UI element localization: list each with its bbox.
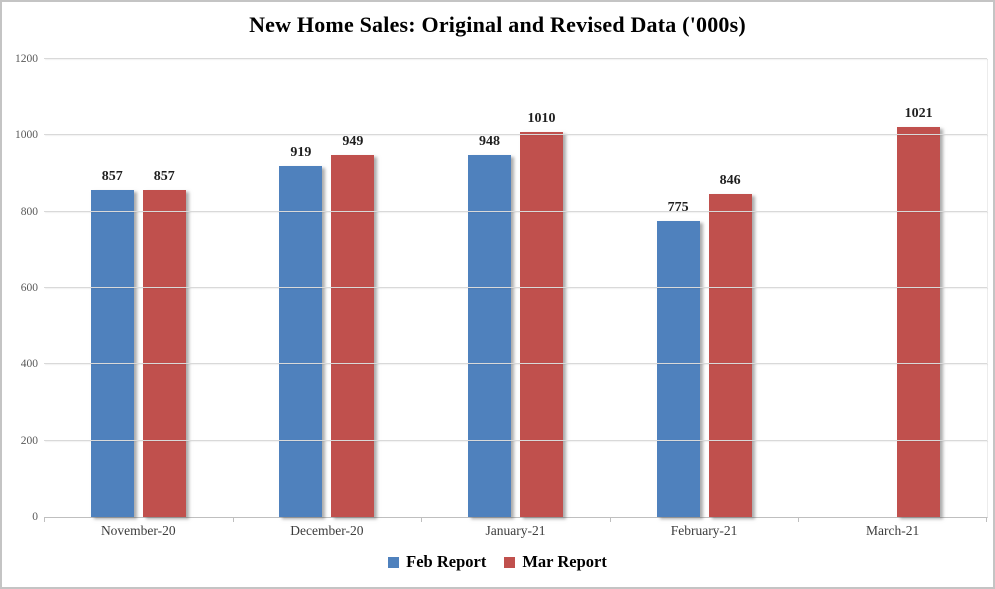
legend-swatch-feb-report: [388, 556, 400, 568]
category-group-february-21: 775 846: [610, 59, 799, 517]
y-axis-tick-label: 400: [20, 358, 38, 371]
bar-mar-report-december-20: 949: [331, 134, 375, 517]
y-axis: 0 200 400 600 800 1000 1200: [2, 53, 38, 523]
x-axis-category-label-february-21: February-21: [670, 523, 738, 538]
legend-item-mar-report: Mar Report: [504, 552, 607, 572]
x-axis-category-label-january-21: January-21: [485, 523, 546, 538]
bar-value-label: 1021: [904, 106, 933, 122]
y-axis-tick-label: 800: [20, 205, 38, 218]
gridline-400: [44, 363, 987, 365]
category-group-january-21: 948 1010: [421, 59, 610, 517]
bar-feb-report-january-21: 948: [467, 134, 511, 517]
gridline-1000: [44, 134, 987, 136]
x-axis-tick: [421, 517, 423, 522]
bar-mar-report-february-21: 846: [708, 173, 752, 517]
y-axis-tick-label: 1000: [15, 129, 38, 142]
bar-value-label: 948: [478, 134, 500, 150]
bar-value-label: 1010: [527, 110, 556, 126]
gridline-800: [44, 210, 987, 212]
y-axis-tick-label: 1200: [15, 53, 38, 65]
x-axis-tick: [986, 517, 987, 522]
bar-value-label: 775: [667, 200, 689, 216]
category-row: 857 857 919 949 948 1010 775 846 1021: [44, 59, 987, 517]
bar-value-label: 846: [719, 173, 741, 189]
gridline-1200: [44, 58, 987, 59]
bar-feb-report-february-21: 775: [656, 200, 700, 517]
bar-value-label: 949: [342, 133, 364, 149]
legend-item-feb-report: Feb Report: [388, 552, 486, 572]
bar-mar-report-march-21: 1021: [897, 106, 941, 517]
gridline-600: [44, 287, 987, 288]
x-axis-tick: [798, 517, 800, 522]
x-axis-category-label-march-21: March-21: [866, 523, 920, 538]
x-axis-tick: [44, 517, 45, 522]
x-axis-tick: [232, 517, 234, 522]
x-axis-tick: [609, 517, 611, 522]
legend-label-mar-report: Mar Report: [522, 552, 607, 571]
bar-value-label: 857: [101, 168, 123, 184]
bar-value-label: 857: [153, 168, 175, 184]
gridline-200: [44, 439, 987, 441]
legend-swatch-mar-report: [504, 556, 516, 568]
chart-title: New Home Sales: Original and Revised Dat…: [249, 12, 746, 37]
legend-label-feb-report: Feb Report: [406, 552, 487, 571]
y-axis-tick-label: 0: [32, 511, 38, 523]
x-axis: November-20 December-20 January-21 February…: [44, 523, 987, 539]
legend: Feb Report Mar Report: [2, 552, 993, 572]
bar-mar-report-january-21: 1010: [519, 111, 563, 517]
category-group-december-20: 919 949: [233, 59, 422, 517]
bar-mar-report-november-20: 857: [142, 169, 186, 517]
category-group-march-21: 1021: [798, 59, 987, 517]
category-group-november-20: 857 857: [44, 59, 233, 517]
bar-feb-report-november-20: 857: [90, 169, 134, 517]
plot-area: 857 857 919 949 948 1010 775 846 1021: [44, 58, 988, 522]
bar-value-label: 919: [290, 145, 312, 161]
x-axis-category-label-december-20: December-20: [290, 523, 364, 538]
bar-feb-report-december-20: 919: [279, 145, 323, 517]
y-axis-tick-label: 200: [20, 434, 38, 447]
x-axis-category-label-november-20: November-20: [100, 523, 176, 538]
y-axis-tick-label: 600: [20, 282, 38, 294]
